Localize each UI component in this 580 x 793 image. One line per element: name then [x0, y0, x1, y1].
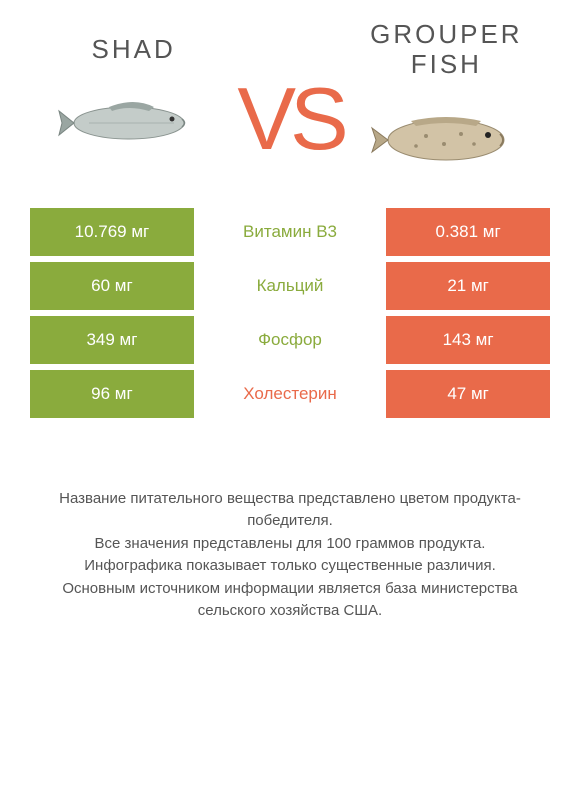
nutrient-label: Холестерин	[200, 370, 380, 418]
nutrient-label: Витамин B3	[200, 208, 380, 256]
left-value: 10.769 мг	[30, 208, 194, 256]
footer-line-1: Название питательного вещества представл…	[30, 488, 550, 533]
right-column: GROUPER FISH	[343, 20, 550, 178]
right-title: GROUPER FISH	[343, 20, 550, 80]
left-column: SHAD	[30, 35, 237, 163]
table-row: 96 мгХолестерин47 мг	[30, 370, 550, 418]
left-fish-image	[54, 83, 214, 163]
footer: Название питательного вещества представл…	[30, 488, 550, 623]
right-value: 21 мг	[386, 262, 550, 310]
footer-line-3: Инфографика показывает только существенн…	[30, 555, 550, 578]
left-value: 96 мг	[30, 370, 194, 418]
table-row: 349 мгФосфор143 мг	[30, 316, 550, 364]
footer-line-2: Все значения представлены для 100 граммо…	[30, 533, 550, 556]
right-value: 143 мг	[386, 316, 550, 364]
nutrient-label: Кальций	[200, 262, 380, 310]
right-value: 0.381 мг	[386, 208, 550, 256]
right-value: 47 мг	[386, 370, 550, 418]
nutrient-label: Фосфор	[200, 316, 380, 364]
comparison-table: 10.769 мгВитамин B30.381 мг 60 мгКальций2…	[30, 208, 550, 418]
vs-label: VS	[237, 68, 342, 170]
left-value: 60 мг	[30, 262, 194, 310]
table-row: 60 мгКальций21 мг	[30, 262, 550, 310]
header: SHAD VS GROUPER FISH	[30, 20, 550, 178]
right-fish-image	[366, 98, 526, 178]
table-row: 10.769 мгВитамин B30.381 мг	[30, 208, 550, 256]
left-title: SHAD	[92, 35, 176, 65]
left-value: 349 мг	[30, 316, 194, 364]
footer-line-4: Основным источником информации является …	[30, 578, 550, 623]
